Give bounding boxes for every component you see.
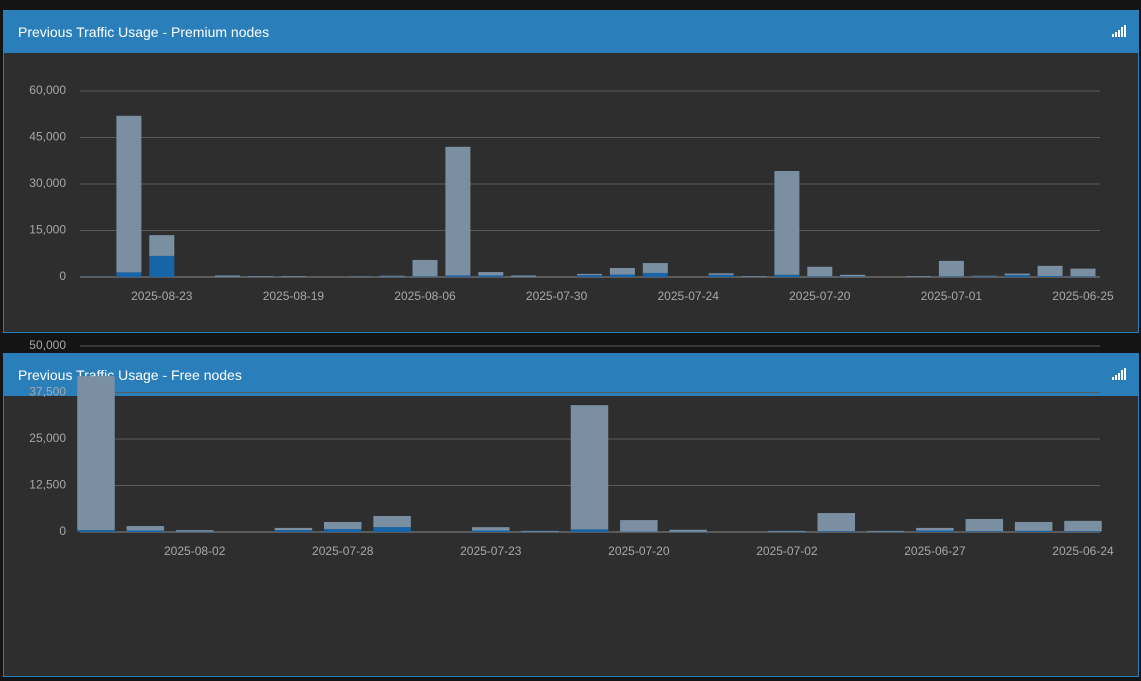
signal-icon[interactable] <box>1112 25 1126 37</box>
panel-free: Previous Traffic Usage - Free nodes <box>3 353 1139 677</box>
signal-icon[interactable] <box>1112 368 1126 380</box>
panel-premium: Previous Traffic Usage - Premium nodes <box>3 10 1139 333</box>
panel-header: Previous Traffic Usage - Premium nodes <box>4 11 1138 53</box>
panel-header: Previous Traffic Usage - Free nodes <box>4 354 1138 396</box>
panel-title: Previous Traffic Usage - Free nodes <box>18 367 242 383</box>
y-tick-label: 50,000 <box>29 338 66 352</box>
panel-title: Previous Traffic Usage - Premium nodes <box>18 24 270 40</box>
